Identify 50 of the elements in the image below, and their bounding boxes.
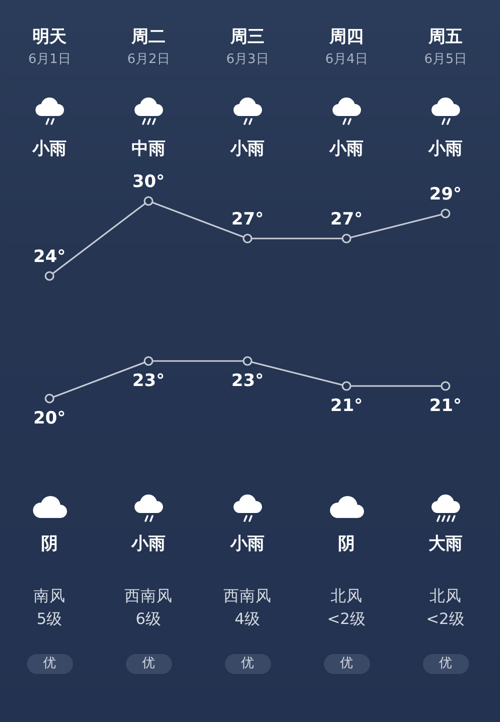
data-label: 20° bbox=[33, 408, 66, 428]
data-label: 21° bbox=[429, 396, 462, 416]
text: 6月5日 bbox=[424, 52, 467, 67]
pill-badge: 优 bbox=[126, 654, 172, 674]
x-tick-label: 周三 bbox=[230, 27, 264, 47]
text: 小雨 bbox=[230, 534, 264, 554]
data-label: 24° bbox=[33, 247, 66, 267]
text: 西南风 bbox=[124, 587, 172, 606]
point bbox=[44, 271, 54, 281]
text: 4级 bbox=[234, 610, 260, 628]
text: 5级 bbox=[36, 610, 62, 628]
text: 小雨 bbox=[132, 534, 166, 554]
pill-badge: 优 bbox=[422, 654, 468, 674]
data-label: 30° bbox=[132, 172, 165, 192]
text: 北风 bbox=[330, 587, 362, 606]
x-tick-label: 周四 bbox=[328, 27, 364, 47]
text: 南风 bbox=[34, 587, 66, 606]
text: <2级 bbox=[426, 610, 465, 628]
text: 西南风 bbox=[224, 587, 272, 606]
text: 小雨 bbox=[32, 139, 66, 160]
text: 6级 bbox=[136, 610, 162, 628]
text: 中雨 bbox=[132, 139, 166, 160]
point bbox=[342, 234, 352, 244]
x-tick-label: 周五 bbox=[428, 27, 462, 47]
text: 6月2日 bbox=[127, 52, 170, 67]
text: 小雨 bbox=[230, 139, 264, 160]
point bbox=[242, 234, 252, 244]
text: 6月4日 bbox=[325, 52, 368, 67]
x-tick-label: 周二 bbox=[130, 27, 166, 47]
pill-badge: 优 bbox=[26, 654, 72, 674]
data-label: 23° bbox=[132, 371, 165, 391]
text: 北风 bbox=[430, 587, 462, 606]
text: 阴 bbox=[41, 534, 58, 554]
point bbox=[440, 208, 450, 218]
text: <2级 bbox=[327, 610, 366, 628]
point bbox=[144, 196, 154, 206]
data-label: 27° bbox=[330, 210, 363, 230]
pill-badge: 优 bbox=[324, 654, 370, 674]
text: 6月3日 bbox=[226, 52, 269, 67]
data-label: 21° bbox=[330, 396, 363, 416]
pill-badge: 优 bbox=[224, 654, 270, 674]
text: 6月1日 bbox=[28, 52, 71, 67]
data-label: 29° bbox=[429, 184, 462, 204]
data-label: 23° bbox=[231, 371, 264, 391]
text: 小雨 bbox=[330, 139, 364, 160]
text: 小雨 bbox=[428, 139, 462, 160]
x-tick-label: 明天 bbox=[32, 27, 66, 47]
data-label: 27° bbox=[231, 210, 264, 230]
text: 阴 bbox=[338, 534, 355, 554]
text: 大雨 bbox=[428, 534, 462, 554]
